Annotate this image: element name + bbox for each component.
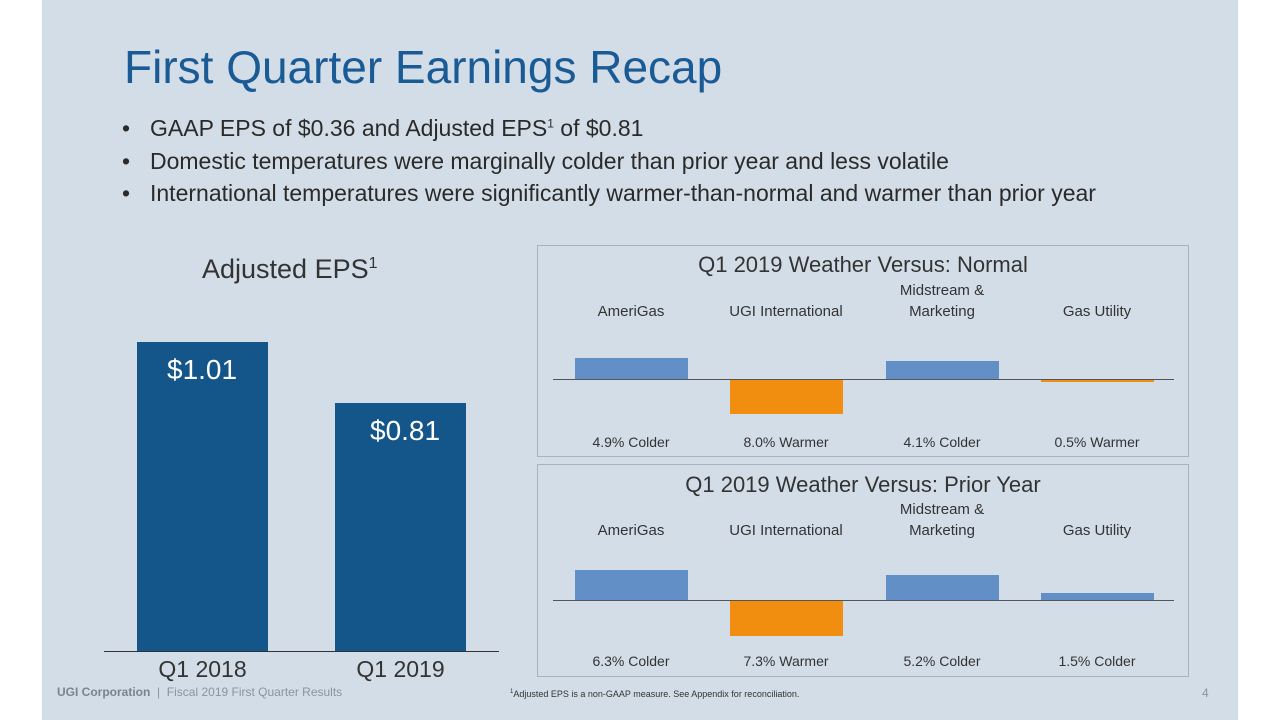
eps-data-label: $1.01 — [167, 354, 238, 385]
eps-bar-0 — [137, 342, 268, 651]
bullet-3: • International temperatures were signifi… — [122, 180, 1096, 206]
data-label: 0.5% Warmer — [1054, 434, 1140, 450]
zero-axis — [553, 379, 1174, 380]
category-label: Midstream & Marketing — [899, 501, 985, 539]
eps-chart-title: Adjusted EPS1 — [202, 254, 378, 284]
data-label: 1.5% Colder — [1058, 653, 1136, 669]
zero-axis — [553, 600, 1174, 601]
panel-title: Q1 2019 Weather Versus: Prior Year — [685, 472, 1041, 497]
eps-axis — [104, 651, 499, 652]
data-label: 4.1% Colder — [903, 434, 981, 450]
weather-prior-year-panel: Q1 2019 Weather Versus: Prior Year Ameri… — [537, 464, 1189, 677]
weather-bar-1 — [730, 380, 843, 415]
panel-title: Q1 2019 Weather Versus: Normal — [698, 252, 1028, 277]
page-number: 4 — [1202, 686, 1209, 700]
eps-bar-1 — [335, 403, 466, 651]
category-label: Gas Utility — [1062, 303, 1132, 320]
data-label: 8.0% Warmer — [743, 434, 829, 450]
data-label: 7.3% Warmer — [743, 653, 829, 669]
weather-bar-2 — [886, 575, 999, 600]
eps-chart: $1.01 Q1 2018 $0.81 Q1 2019 — [42, 0, 542, 700]
weather-bar-1 — [730, 601, 843, 637]
page-title: First Quarter Earnings Recap — [124, 41, 723, 93]
eps-category-label: Q1 2019 — [356, 656, 445, 682]
category-label: AmeriGas — [597, 303, 665, 320]
weather-bar-0 — [575, 357, 688, 379]
bullet-1: • GAAP EPS of $0.36 and Adjusted EPS1 of … — [122, 115, 644, 141]
data-label: 5.2% Colder — [903, 653, 981, 669]
footer: UGI Corporation | Fiscal 2019 First Quar… — [57, 685, 343, 699]
weather-bar-3 — [1041, 592, 1154, 600]
slide: First Quarter Earnings Recap • GAAP EPS o… — [42, 0, 1238, 720]
weather-bar-2 — [886, 361, 999, 379]
bullet-2: • Domestic temperatures were marginally c… — [122, 148, 949, 174]
category-label: UGI International — [729, 522, 843, 539]
category-label: Midstream & Marketing — [899, 282, 985, 320]
footnote: 1Adjusted EPS is a non-GAAP measure. See… — [510, 689, 800, 699]
data-label: 6.3% Colder — [592, 653, 670, 669]
data-label: 4.9% Colder — [592, 434, 670, 450]
weather-bar-0 — [575, 569, 688, 600]
category-label: AmeriGas — [597, 522, 665, 539]
weather-normal-panel: Q1 2019 Weather Versus: Normal AmeriGas 4… — [537, 245, 1189, 457]
category-label: UGI International — [729, 303, 843, 320]
weather-bar-3 — [1041, 380, 1154, 383]
eps-category-label: Q1 2018 — [158, 656, 247, 682]
category-label: Gas Utility — [1062, 522, 1132, 539]
eps-data-label: $0.81 — [370, 415, 441, 447]
